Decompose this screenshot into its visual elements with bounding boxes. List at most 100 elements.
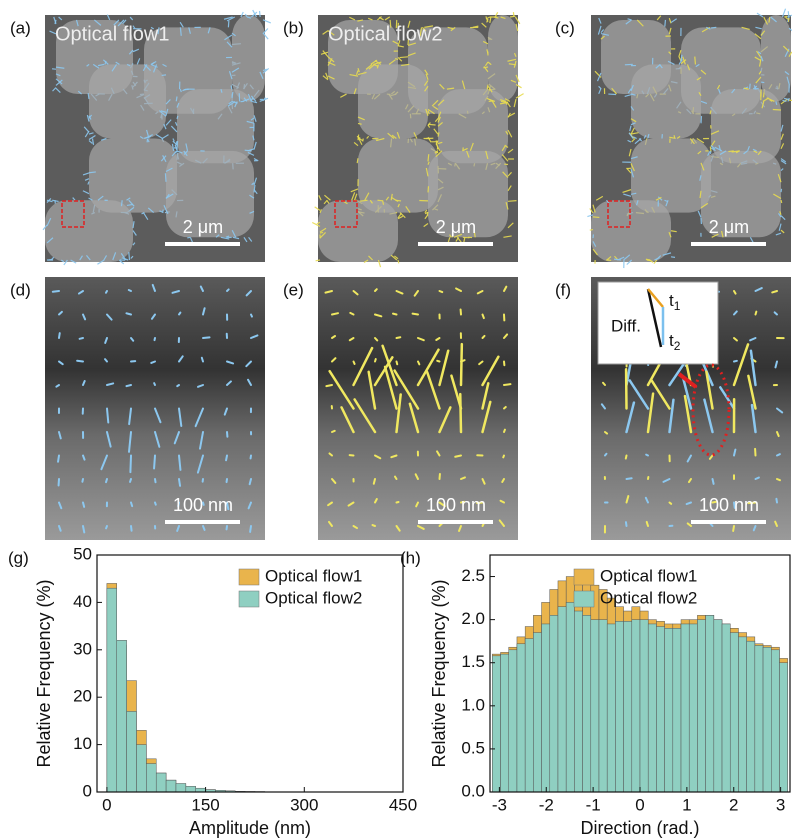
- flow-arrow: [227, 289, 229, 291]
- panel-label: (e): [283, 280, 304, 299]
- histogram-bar: [689, 624, 697, 792]
- flow-dash: [260, 11, 261, 17]
- image-panel: [43, 10, 271, 265]
- flow-arrow: [373, 525, 375, 526]
- histogram-bar: [542, 624, 550, 792]
- legend-swatch: [574, 569, 594, 585]
- flow-arrow: [131, 526, 132, 531]
- x-tick-label: 0: [635, 795, 644, 814]
- flow-arrow: [777, 454, 780, 455]
- flow-arrow: [397, 502, 399, 503]
- y-tick-label: 50: [73, 544, 92, 563]
- flow-arrow: [734, 361, 737, 362]
- y-tick-label: 0.0: [461, 781, 485, 800]
- inset-label: Diff.: [611, 316, 641, 335]
- flow-arrow: [503, 456, 504, 458]
- flow-arrow: [226, 456, 227, 461]
- flow-arrow: [202, 358, 203, 362]
- flow-arrow: [106, 291, 107, 293]
- flow-arrow: [77, 361, 83, 362]
- image-panel: [318, 277, 518, 540]
- flow-arrow: [670, 503, 672, 504]
- y-axis-title: Relative Frequency (%): [429, 579, 449, 767]
- flow-arrow: [155, 503, 156, 505]
- flow-dash: [176, 96, 177, 101]
- histogram-bar: [648, 624, 656, 792]
- scale-bar-label: 2 μm: [709, 217, 749, 237]
- histogram-bar: [755, 645, 763, 792]
- flow-arrow: [756, 478, 759, 479]
- scale-bar-label: 100 nm: [173, 495, 233, 515]
- flow-arrow: [203, 337, 210, 338]
- flow-dash: [784, 16, 787, 17]
- y-tick-label: 2.5: [461, 566, 485, 585]
- histogram-bar: [166, 780, 176, 792]
- flow-arrow: [504, 407, 506, 409]
- histogram-bar: [747, 641, 755, 792]
- y-tick-label: 40: [73, 592, 92, 611]
- legend-label: Optical flow1: [265, 566, 362, 585]
- x-tick-label: 2: [729, 795, 738, 814]
- flow-arrow: [460, 394, 461, 432]
- flow-arrow: [130, 479, 131, 482]
- y-tick-label: 20: [73, 687, 92, 706]
- y-tick-label: 30: [73, 639, 92, 658]
- flow-dash: [163, 210, 164, 213]
- y-tick-label: 10: [73, 734, 92, 753]
- histogram-bar: [706, 615, 714, 792]
- flow-arrow: [756, 312, 757, 315]
- flow-arrow: [413, 314, 418, 315]
- histogram-bar: [697, 620, 705, 792]
- legend-swatch: [239, 569, 259, 585]
- flow-arrow: [504, 430, 505, 432]
- histogram-bar: [558, 607, 566, 792]
- flow-dash: [781, 200, 782, 203]
- histogram-bar: [533, 633, 541, 792]
- flow-arrow: [504, 384, 510, 385]
- x-tick-label: 150: [191, 795, 219, 814]
- histogram-bar: [501, 654, 509, 792]
- legend-label: Optical flow2: [265, 588, 362, 607]
- y-tick-label: 2.0: [461, 609, 485, 628]
- flow-dash: [88, 93, 89, 99]
- scale-bar-label: 2 μm: [183, 217, 223, 237]
- flow-arrow: [605, 454, 606, 456]
- flow-dash: [187, 237, 190, 238]
- histogram-bar: [779, 663, 787, 792]
- flow-arrow: [129, 290, 131, 291]
- flow-arrow: [418, 362, 419, 365]
- flow-dash: [754, 89, 758, 90]
- histogram-bar: [738, 637, 746, 792]
- grain: [761, 15, 791, 101]
- histogram-bar: [583, 615, 591, 792]
- flow-arrow: [82, 479, 83, 482]
- flow-arrow: [126, 313, 131, 314]
- histogram-bar: [574, 611, 582, 792]
- panel-caption: Optical flow1: [55, 23, 170, 45]
- scale-bar-label: 100 nm: [699, 495, 759, 515]
- flow-arrow: [646, 455, 648, 456]
- image-panel: [312, 12, 523, 267]
- flow-dash: [400, 57, 408, 58]
- x-tick-label: 0: [102, 795, 111, 814]
- flow-arrow: [626, 456, 627, 459]
- flow-dash: [320, 232, 323, 233]
- flow-arrow: [375, 359, 376, 361]
- flow-dash: [162, 75, 166, 76]
- flow-arrow: [154, 338, 155, 340]
- flow-arrow: [626, 522, 627, 526]
- flow-dash: [396, 200, 401, 201]
- histogram-bar: [665, 628, 673, 792]
- flow-arrow: [776, 499, 777, 503]
- y-tick-label: 0.5: [461, 738, 485, 757]
- histogram-bar: [156, 773, 166, 792]
- grain: [631, 64, 701, 138]
- histogram-bar: [176, 783, 186, 792]
- histogram-bar: [722, 624, 730, 792]
- flow-arrow: [437, 361, 439, 362]
- flow-dash: [177, 116, 178, 119]
- x-tick-label: 3: [776, 795, 785, 814]
- legend-swatch: [239, 591, 259, 607]
- figure: (a)Optical flow12 μm(b)Optical flow22 μm…: [0, 0, 792, 839]
- histogram-bar: [730, 633, 738, 792]
